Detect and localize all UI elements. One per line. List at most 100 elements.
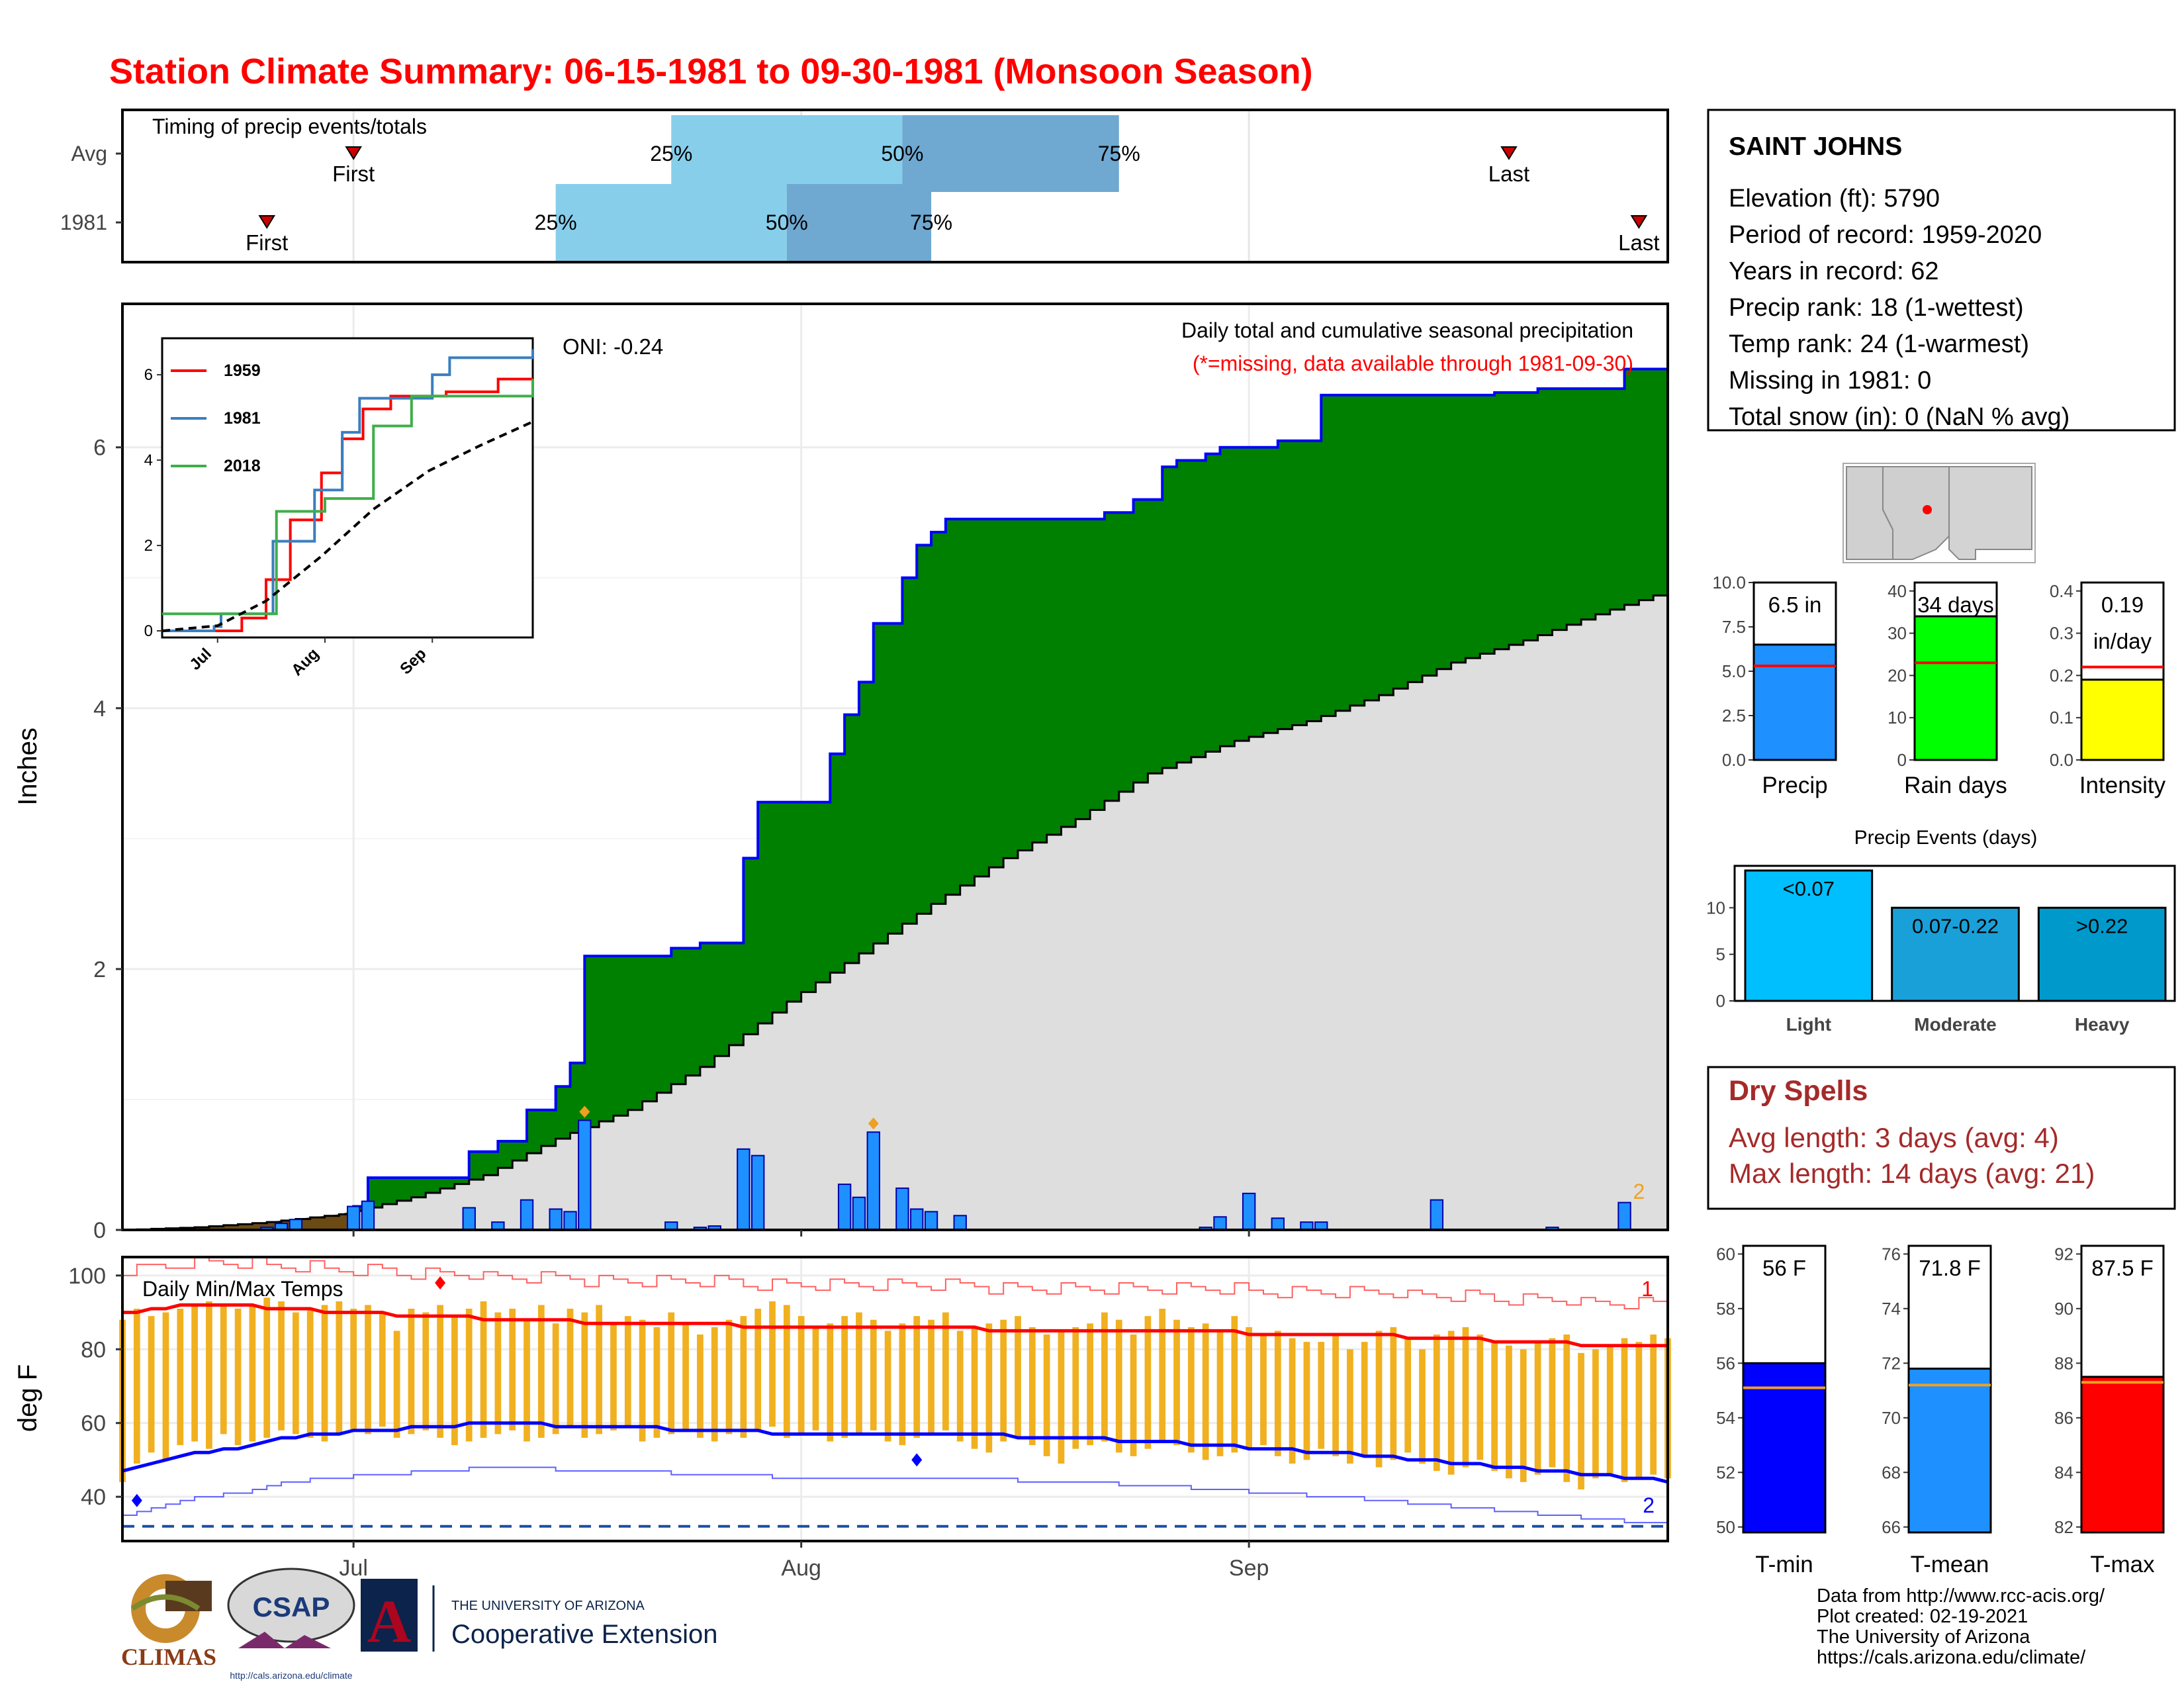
daily-temp-range-bar xyxy=(1592,1349,1599,1479)
temp-y-tick-label: 50 xyxy=(1716,1517,1735,1537)
daily-temp-range-bar xyxy=(653,1327,660,1438)
daily-temp-range-bar xyxy=(1419,1349,1426,1464)
daily-precip-bar xyxy=(910,1208,924,1231)
daily-temp-range-bar xyxy=(263,1297,271,1438)
record-high-line xyxy=(122,1256,1668,1309)
daily-temp-range-bar xyxy=(783,1305,790,1438)
daily-temp-range-bar xyxy=(827,1323,834,1442)
record-low-marker xyxy=(131,1493,142,1507)
daily-precip-bar xyxy=(462,1207,476,1231)
daily-temp-range-bar xyxy=(624,1316,631,1427)
record-low-marker xyxy=(911,1453,923,1467)
timing-p25-label: 25% xyxy=(650,142,692,165)
daily-temp-range-bar xyxy=(408,1309,415,1434)
daily-temp-range-bar xyxy=(379,1312,386,1427)
totals-y-tick-label: 2.5 xyxy=(1722,706,1746,726)
events-bar-label: >0.22 xyxy=(2076,914,2128,937)
location-map xyxy=(1843,463,2036,563)
daily-precip-bar xyxy=(578,1119,592,1231)
daily-temp-range-bar xyxy=(740,1316,747,1438)
daily-temp-range-bar xyxy=(596,1305,603,1434)
events-bar-label: <0.07 xyxy=(1783,877,1835,900)
record-high-count: 1 xyxy=(1641,1277,1653,1301)
ua-logo-letter: A xyxy=(367,1587,411,1655)
timing-p75-label: 75% xyxy=(1098,142,1140,165)
events-category-label: Heavy xyxy=(2075,1014,2130,1035)
daily-temp-range-bar xyxy=(913,1316,921,1438)
daily-temp-range-bar xyxy=(494,1312,502,1434)
timing-row-label: Avg xyxy=(71,142,107,165)
temp-y-tick-label: 40 xyxy=(81,1485,106,1510)
daily-temp-range-bar xyxy=(841,1316,848,1438)
timing-p25-label: 25% xyxy=(535,211,577,234)
inset-y-tick-label: 0 xyxy=(144,622,153,640)
daily-temp-range-bar xyxy=(1187,1327,1195,1453)
daily-temp-range-bar xyxy=(1433,1335,1440,1472)
timing-last-marker xyxy=(1630,215,1648,229)
daily-temp-range-bar xyxy=(1260,1335,1267,1446)
daily-temp-range-bar xyxy=(437,1305,443,1438)
precip-normal-area xyxy=(122,590,1668,1230)
totals-value-bar xyxy=(2080,679,2165,761)
inset-y-tick-label: 6 xyxy=(144,366,153,384)
daily-precip-bar xyxy=(346,1205,361,1231)
daily-precip-bar xyxy=(737,1148,751,1231)
inset-y-tick-label: 4 xyxy=(144,451,153,469)
climas-logo-text: CLIMAS xyxy=(121,1644,216,1670)
timing-first-label: First xyxy=(332,162,375,186)
daily-temp-range-bar xyxy=(769,1301,776,1427)
temp-value-label: 71.8 F xyxy=(1919,1256,1981,1280)
temp-y-tick-label: 80 xyxy=(81,1337,106,1362)
temp-value-bar xyxy=(2080,1376,2165,1534)
daily-temp-range-bar xyxy=(177,1309,184,1446)
daily-temp-range-bar xyxy=(350,1309,357,1430)
dry-spells-title: Dry Spells xyxy=(1729,1075,1868,1107)
daily-temp-range-bar xyxy=(899,1323,906,1446)
daily-temp-range-bar xyxy=(537,1305,545,1438)
daily-precip-bar xyxy=(289,1219,303,1231)
temp-y-tick-label: 100 xyxy=(68,1264,106,1289)
daily-precip-bar xyxy=(549,1208,563,1231)
daily-temp-range-bar xyxy=(1375,1331,1383,1468)
timing-first-label: First xyxy=(246,230,288,255)
temp-x-tick-label: Aug xyxy=(781,1556,821,1581)
daily-temp-range-bar xyxy=(133,1309,140,1464)
daily-temp-range-bar xyxy=(870,1319,877,1430)
temp-category-label: T-min xyxy=(1755,1552,1813,1577)
timing-bar-early xyxy=(555,184,787,261)
csap-logo-url: http://cals.arizona.edu/climate xyxy=(230,1670,352,1681)
temp-y-tick-label: 58 xyxy=(1716,1299,1735,1319)
station-info-line: Years in record: 62 xyxy=(1729,258,1939,285)
daily-precip-bar xyxy=(953,1215,967,1231)
extreme-precip-label: 2 xyxy=(1633,1180,1645,1203)
daily-precip-bar xyxy=(520,1199,534,1231)
daily-temp-range-bar xyxy=(293,1312,299,1434)
temp-panel: 1 2 Daily Min/Max Temps deg F 40 60 80 100 Ju… xyxy=(13,1256,1671,1581)
record-high-marker xyxy=(435,1276,446,1289)
daily-temp-range-bar xyxy=(1202,1323,1209,1460)
daily-temp-range-bar xyxy=(797,1316,805,1434)
daily-temp-range-bar xyxy=(567,1309,574,1427)
footer-line: Data from http://www.rcc-acis.org/ xyxy=(1817,1585,2105,1607)
timing-p75-label: 75% xyxy=(910,211,952,234)
daily-temp-range-bar xyxy=(668,1312,675,1434)
daily-temp-range-bar xyxy=(148,1316,155,1453)
precip-y-axis-title: Inches xyxy=(13,727,42,806)
csap-logo: CSAP http://cals.arizona.edu/climate xyxy=(227,1568,355,1681)
daily-temp-range-bar xyxy=(682,1323,689,1430)
temp-y-tick-label: 56 xyxy=(1716,1353,1735,1373)
daily-temp-range-bar xyxy=(956,1331,964,1442)
csap-logo-text: CSAP xyxy=(253,1591,330,1622)
timing-last-marker xyxy=(1500,146,1518,160)
daily-temp-range-bar xyxy=(1549,1338,1556,1468)
precip-panel: 2 0 2 4 6 Inches Daily total and cumulative… xyxy=(13,303,1669,1243)
daily-temp-range-bar xyxy=(306,1309,314,1438)
events-y-tick-label: 0 xyxy=(1716,991,1725,1011)
station-name: SAINT JOHNS xyxy=(1729,132,1902,161)
daily-temp-range-bar xyxy=(1390,1327,1397,1460)
daily-temp-range-bar xyxy=(884,1331,891,1442)
totals-y-tick-label: 30 xyxy=(1888,624,1907,643)
temp-y-tick-label: 86 xyxy=(2054,1408,2073,1428)
